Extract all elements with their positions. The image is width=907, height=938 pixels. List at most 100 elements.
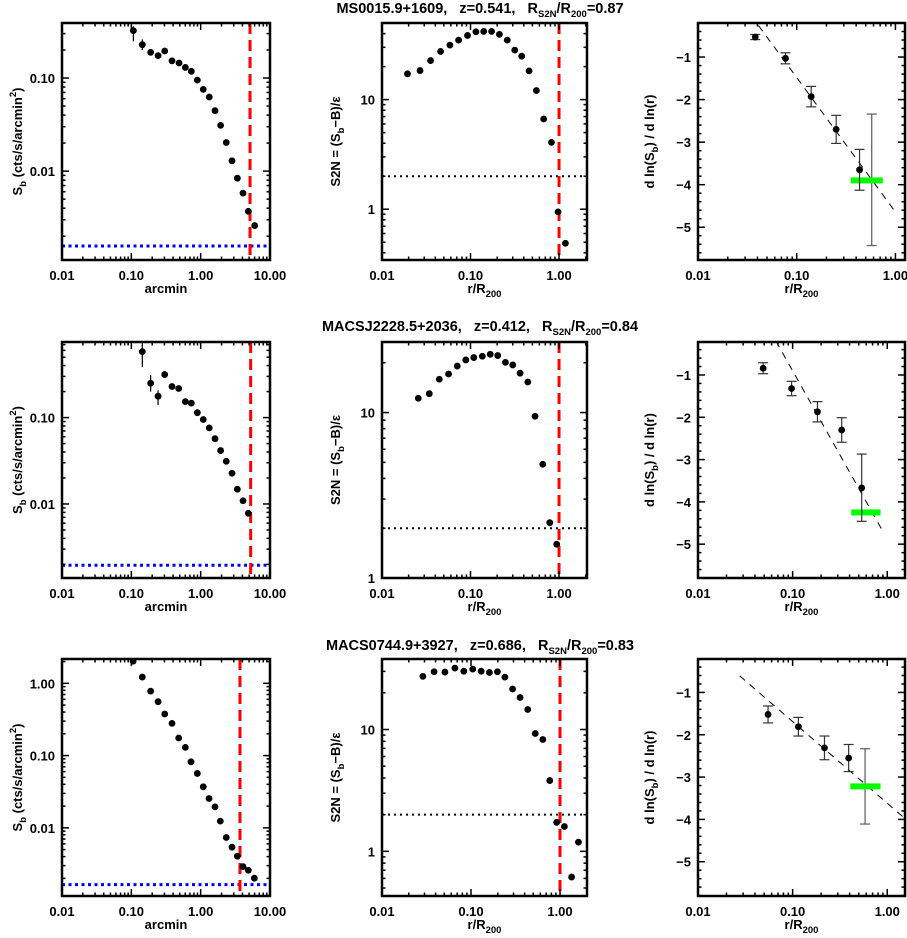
label-part: (cts/s/arcmin bbox=[10, 416, 25, 500]
label-part: r/R bbox=[785, 917, 804, 932]
data-point bbox=[546, 777, 554, 784]
data-point bbox=[187, 67, 195, 75]
label-part: arcmin bbox=[145, 281, 188, 296]
label-part: −B)/ε bbox=[328, 96, 343, 127]
label-part: b bbox=[650, 465, 661, 471]
x-tick-label: 0.01 bbox=[685, 904, 710, 919]
data-point bbox=[469, 665, 477, 673]
x-tick-label: 0.01 bbox=[49, 586, 74, 601]
data-point bbox=[251, 222, 259, 229]
data-point bbox=[814, 408, 821, 416]
axis-ticks bbox=[61, 23, 271, 260]
x-tick-label: 0.10 bbox=[119, 904, 144, 919]
x-tick-label: 0.01 bbox=[685, 586, 710, 601]
axis-ticks bbox=[381, 22, 587, 260]
data-point bbox=[494, 668, 501, 676]
x-tick-label: 1.00 bbox=[188, 268, 213, 283]
y-tick-label: −4 bbox=[676, 495, 692, 510]
y-tick-label: −1 bbox=[676, 50, 691, 65]
x-axis-label: r/R200 bbox=[468, 599, 502, 618]
x-tick-label: 0.10 bbox=[780, 904, 805, 919]
data-point bbox=[477, 667, 485, 675]
label-part: 2 bbox=[8, 410, 19, 415]
x-tick-label: 0.01 bbox=[49, 904, 74, 919]
data-point bbox=[464, 32, 471, 39]
y-tick-label: −2 bbox=[676, 728, 691, 743]
label-part: d ln(S bbox=[642, 471, 657, 507]
data-point bbox=[161, 47, 169, 55]
data-point bbox=[539, 736, 547, 743]
data-point bbox=[228, 157, 236, 165]
data-point bbox=[419, 672, 427, 680]
y-tick-label: 0.10 bbox=[30, 411, 55, 426]
panel-slope: 0.01 0.10 1.00 −1 −2 −3 −4 −5 r/R200 d ln(Sb) / d… bbox=[642, 340, 907, 618]
x-axis-label: r/R200 bbox=[785, 281, 819, 300]
label-part: /R bbox=[567, 638, 582, 654]
data-point bbox=[764, 711, 772, 718]
y-tick-label: −2 bbox=[676, 410, 691, 425]
data-point bbox=[217, 447, 225, 454]
label-part: S2N = (S bbox=[328, 452, 343, 505]
label-part: /R bbox=[556, 1, 571, 17]
label-part: d ln(S bbox=[642, 152, 657, 188]
data-point bbox=[187, 758, 195, 766]
x-axis-label: r/R200 bbox=[785, 599, 819, 618]
data-point bbox=[233, 174, 241, 182]
data-point bbox=[430, 668, 438, 676]
data-point bbox=[228, 843, 236, 851]
plot-area bbox=[62, 342, 270, 578]
label-part: 200 bbox=[803, 607, 819, 618]
data-point bbox=[138, 673, 146, 681]
data-point bbox=[168, 719, 176, 727]
y-tick-label: −5 bbox=[676, 855, 691, 870]
data-point bbox=[216, 817, 224, 825]
data-point bbox=[832, 125, 840, 133]
data-point bbox=[211, 107, 219, 115]
row-title: MACS0744.9+3927, z=0.686, RS2N/R200=0.83 bbox=[326, 638, 634, 657]
label-part: 2 bbox=[8, 92, 19, 97]
panel-s2n: 0.01 0.10 1.00 1 10 r/R200 S2N = (Sb−B)/ε bbox=[328, 21, 589, 300]
label-part: /R bbox=[571, 319, 586, 335]
data-point bbox=[554, 208, 562, 216]
label-part: ) bbox=[10, 88, 25, 92]
plot-frame bbox=[380, 340, 589, 580]
label-part: (cts/s/arcmin bbox=[10, 97, 25, 181]
data-point bbox=[455, 36, 462, 44]
plot-area bbox=[382, 659, 587, 896]
label-part: b bbox=[336, 763, 347, 769]
y-axis-label: Sb (cts/s/arcmin2) bbox=[8, 88, 29, 196]
x-tick-label: 1.00 bbox=[883, 268, 907, 283]
green-bar bbox=[850, 177, 883, 184]
panel-slope: 0.01 0.10 1.00 −1 −2 −3 −4 −5 r/R200 d ln(Sb) / d… bbox=[642, 21, 907, 300]
label-part: S2N bbox=[538, 9, 557, 20]
x-tick-label: 0.01 bbox=[369, 586, 394, 601]
data-point bbox=[496, 30, 503, 38]
data-point bbox=[222, 834, 230, 841]
label-part: arcmin bbox=[145, 599, 188, 614]
x-axis-label: r/R200 bbox=[468, 917, 502, 936]
data-point bbox=[807, 93, 815, 101]
axis-ticks bbox=[697, 659, 905, 897]
data-point bbox=[509, 685, 516, 693]
data-point bbox=[427, 57, 434, 64]
y-tick-label: −3 bbox=[676, 135, 691, 150]
y-axis-label: Sb (cts/s/arcmin2) bbox=[8, 724, 29, 832]
data-point bbox=[205, 795, 213, 802]
data-point bbox=[472, 28, 480, 36]
data-point bbox=[788, 385, 795, 392]
data-point bbox=[222, 139, 230, 146]
panel-s2n: 0.01 0.10 1.00 1 10 r/R200 S2N = (Sb−B)/ε bbox=[328, 657, 589, 936]
x-tick-label: 0.01 bbox=[685, 268, 710, 283]
data-point bbox=[175, 734, 183, 742]
label-part: ) / d ln(r) bbox=[642, 95, 657, 147]
data-point bbox=[154, 52, 162, 60]
x-tick-label: 1.00 bbox=[546, 586, 571, 601]
x-tick-label: 1.00 bbox=[188, 586, 213, 601]
label-part: =0.87 bbox=[587, 1, 624, 17]
data-point bbox=[239, 497, 247, 505]
data-point bbox=[502, 359, 509, 366]
label-part: −B)/ε bbox=[328, 415, 343, 446]
data-point bbox=[147, 379, 155, 387]
